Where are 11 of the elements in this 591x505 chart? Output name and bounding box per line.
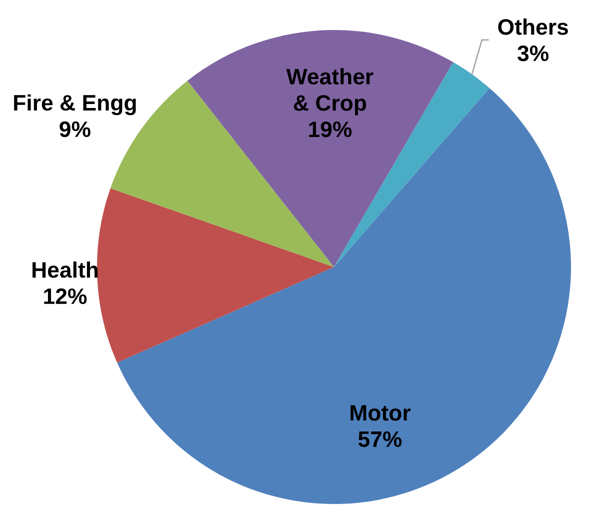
data-label: 3% bbox=[518, 45, 549, 62]
data-label: 12% bbox=[44, 288, 87, 304]
pie-slice bbox=[97, 188, 334, 363]
data-label: 19% bbox=[309, 121, 352, 138]
slice-label: Fire & Engg bbox=[14, 94, 136, 116]
slice-label: Weather & Crop bbox=[286, 68, 374, 116]
slice-label: Others bbox=[498, 18, 568, 35]
pie-slice bbox=[187, 30, 454, 267]
data-label: 9% bbox=[60, 121, 90, 138]
slice-label: Motor bbox=[350, 405, 410, 421]
data-label: 57% bbox=[358, 431, 402, 448]
